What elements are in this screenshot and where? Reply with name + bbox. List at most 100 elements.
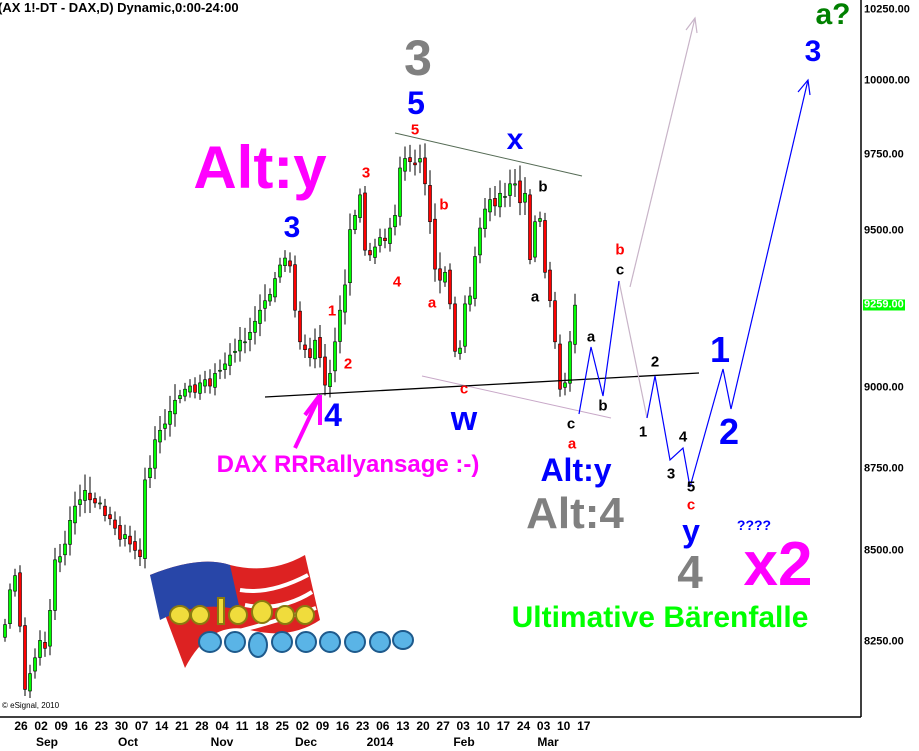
wave-label: 5 — [686, 478, 696, 496]
candle — [73, 491, 77, 535]
candle — [103, 498, 107, 522]
candle-body — [108, 514, 112, 520]
candle-body — [548, 269, 552, 302]
candle-body — [558, 343, 562, 390]
candle — [448, 263, 452, 310]
candle-body — [93, 498, 97, 504]
candle — [493, 186, 497, 216]
wave-label: 4 — [677, 546, 703, 598]
candle — [143, 467, 147, 569]
candle-body — [418, 158, 422, 163]
wave-label: a — [530, 288, 540, 306]
candle-body — [428, 185, 432, 223]
candle — [198, 374, 202, 400]
candle-body — [408, 157, 412, 162]
candle — [273, 271, 277, 303]
candle-body — [283, 257, 287, 266]
candle — [203, 370, 207, 394]
candle-body — [8, 589, 12, 624]
y-tick: 8750.00 — [864, 462, 904, 475]
candle-body — [508, 183, 512, 196]
candle-body — [358, 194, 362, 218]
alt-projection-path — [618, 280, 648, 419]
candle — [213, 363, 217, 396]
wave-label: a — [427, 294, 437, 312]
candle — [63, 530, 67, 566]
candle-body — [23, 625, 27, 690]
candle-body — [293, 264, 297, 311]
candle-body — [443, 271, 447, 283]
projection-path — [578, 280, 620, 415]
x-tick: 02 — [295, 719, 310, 733]
wave-label: c — [686, 496, 696, 514]
candle — [183, 382, 187, 402]
candle-body — [298, 310, 302, 343]
candle-body — [413, 162, 417, 166]
baerenfalle-annotation: Ultimative Bärenfalle — [511, 601, 809, 634]
candle — [208, 369, 212, 394]
candle-body — [423, 157, 427, 185]
wave-label: b — [439, 196, 449, 214]
candle — [263, 284, 267, 322]
x-tick: 16 — [74, 719, 88, 733]
y-tick: 8500.00 — [864, 544, 904, 557]
projection-arrowhead — [797, 78, 811, 96]
x-month: Nov — [210, 735, 234, 749]
candle — [393, 204, 397, 236]
x2-label: x2 — [743, 530, 813, 599]
wave-label: 3 — [361, 164, 371, 182]
candle-body — [13, 575, 17, 592]
candle — [348, 213, 352, 296]
candle — [508, 169, 512, 207]
candle — [418, 144, 422, 174]
candle-body — [203, 379, 207, 387]
candle — [333, 327, 337, 383]
candle — [93, 492, 97, 508]
x-tick: 27 — [436, 719, 450, 733]
question-marks: ???? — [736, 517, 772, 533]
candle-body — [173, 399, 177, 415]
candle-body — [53, 559, 57, 611]
candle — [48, 599, 52, 656]
candle-body — [233, 350, 237, 353]
candle — [533, 215, 537, 263]
x-tick: 03 — [536, 719, 551, 733]
candle — [278, 257, 282, 283]
x-tick: 25 — [275, 719, 289, 733]
candle — [13, 568, 17, 597]
candle — [178, 389, 182, 404]
candle — [473, 246, 477, 307]
x-tick: 11 — [235, 719, 249, 733]
candle-body — [378, 237, 382, 246]
candle — [423, 143, 427, 196]
alt-y-label-2: Alt:y — [540, 452, 612, 488]
candle — [328, 359, 332, 398]
candle — [523, 177, 527, 216]
candle — [378, 228, 382, 253]
candle-body — [188, 385, 192, 393]
candle — [498, 180, 502, 218]
candle-body — [348, 229, 352, 284]
candle-body — [523, 192, 527, 203]
candle — [88, 476, 92, 513]
candle — [463, 295, 467, 354]
candle-body — [138, 549, 142, 557]
candle-body — [273, 278, 277, 298]
x-tick: 26 — [14, 719, 28, 733]
candle-body — [353, 215, 357, 230]
candle — [268, 288, 272, 306]
candle-body — [513, 183, 517, 186]
x-tick: 09 — [54, 719, 68, 733]
rally-annotation: DAX RRRallyansage :-) — [216, 451, 480, 478]
upper-trendline — [394, 132, 583, 177]
candle — [3, 618, 7, 642]
candle-body — [88, 492, 92, 501]
x-tick: 02 — [34, 719, 48, 733]
wave-label: 3 — [283, 211, 301, 244]
candle-body — [63, 543, 67, 556]
wave-label: 4 — [324, 397, 342, 433]
candle — [513, 168, 517, 197]
candle-body — [448, 269, 452, 305]
